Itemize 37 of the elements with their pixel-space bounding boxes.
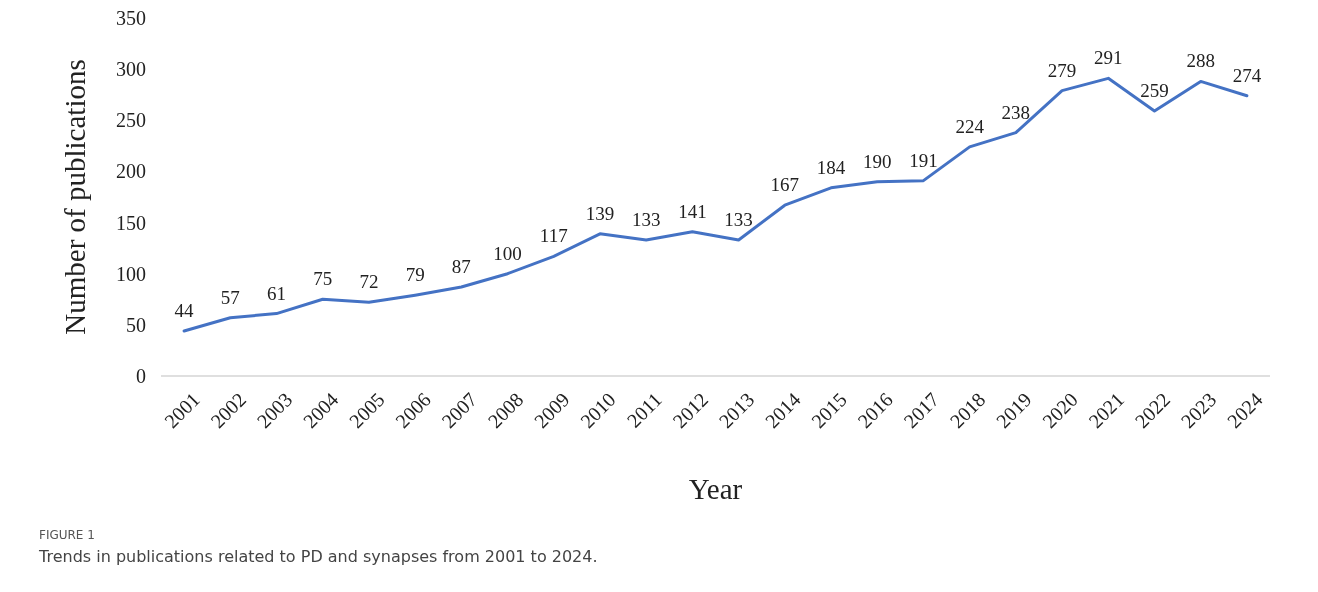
data-label: 259 xyxy=(1140,80,1169,102)
data-label: 238 xyxy=(1001,101,1031,123)
data-label: 75 xyxy=(313,268,333,290)
data-label: 288 xyxy=(1186,50,1215,72)
data-label: 61 xyxy=(267,282,287,304)
data-label: 44 xyxy=(174,299,195,321)
data-label: 139 xyxy=(585,202,615,224)
data-label: 100 xyxy=(493,242,522,264)
data-label: 279 xyxy=(1047,59,1077,81)
data-label: 184 xyxy=(816,156,846,178)
y-tick-label: 0 xyxy=(136,365,146,387)
data-label: 167 xyxy=(770,174,800,196)
y-tick-label: 50 xyxy=(126,313,146,336)
data-label: 224 xyxy=(955,115,985,137)
y-axis-title: Number of publications xyxy=(59,59,91,335)
y-tick-label: 300 xyxy=(116,58,146,81)
data-label: 79 xyxy=(405,264,425,286)
data-label: 191 xyxy=(909,149,938,171)
data-label: 72 xyxy=(359,271,379,293)
data-label: 274 xyxy=(1232,64,1262,86)
data-label: 141 xyxy=(678,200,707,222)
data-label: 57 xyxy=(220,286,240,308)
data-label: 291 xyxy=(1094,47,1123,69)
y-tick-label: 250 xyxy=(116,109,146,132)
data-label: 117 xyxy=(539,225,568,247)
data-label: 190 xyxy=(862,150,892,172)
text: Trends in publications related to PD and synapses from 2001 to 2024. xyxy=(38,547,598,566)
x-tick-label: 2011 xyxy=(622,388,666,432)
data-label: 87 xyxy=(451,256,471,278)
y-tick-label: 350 xyxy=(116,7,146,29)
x-axis-title: Year xyxy=(688,473,743,505)
y-tick-label: 200 xyxy=(116,160,146,183)
y-tick-label: 150 xyxy=(116,211,146,234)
y-tick-label: 100 xyxy=(116,262,146,285)
caption: FIGURE 1 xyxy=(39,528,95,542)
data-label: 133 xyxy=(724,208,753,230)
data-label: 133 xyxy=(631,208,661,230)
